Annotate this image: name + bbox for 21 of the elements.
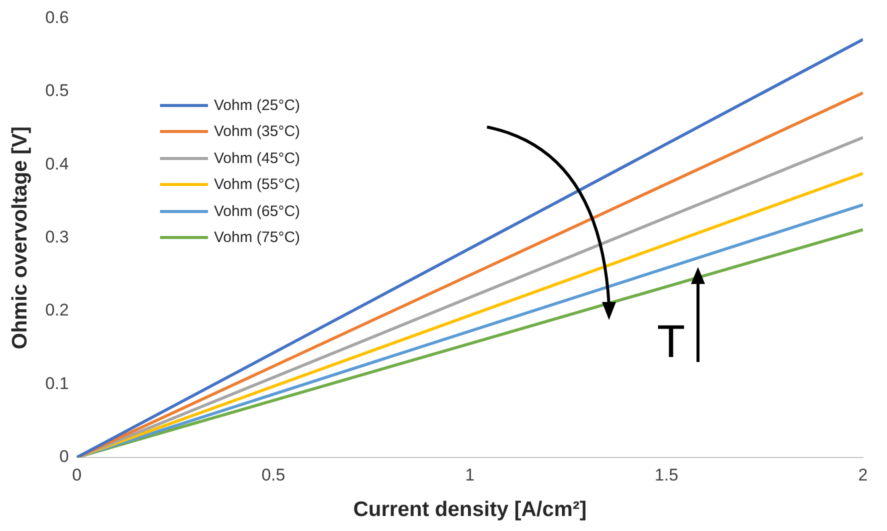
legend-label: Vohm (75°C) [214, 229, 300, 246]
legend-label: Vohm (45°C) [214, 150, 300, 167]
legend-label: Vohm (25°C) [214, 96, 300, 114]
x-tick-label: 1 [465, 465, 475, 484]
y-tick-label: 0.5 [45, 81, 69, 100]
x-tick-label: 0 [72, 465, 82, 484]
y-tick-label: 0.6 [45, 8, 69, 27]
y-tick-label: 0.2 [45, 300, 69, 320]
x-tick-label: 0.5 [262, 465, 286, 484]
legend-label: Vohm (55°C) [214, 176, 300, 194]
y-tick-label: 0.1 [45, 374, 69, 393]
y-axis-title: Ohmic overvoltage [V] [8, 126, 32, 350]
legend-label: Vohm (35°C) [214, 123, 300, 140]
x-axis-title: Current density [A/cm²] [353, 498, 587, 522]
x-tick-label: 2 [858, 465, 868, 484]
y-tick-label: 0 [59, 447, 69, 466]
y-tick-label: 0.4 [45, 154, 69, 174]
y-tick-label: 0.3 [45, 227, 69, 246]
legend-label: Vohm (65°C) [214, 202, 300, 220]
annotation: T [657, 315, 686, 367]
x-tick-label: 1.5 [654, 465, 678, 484]
